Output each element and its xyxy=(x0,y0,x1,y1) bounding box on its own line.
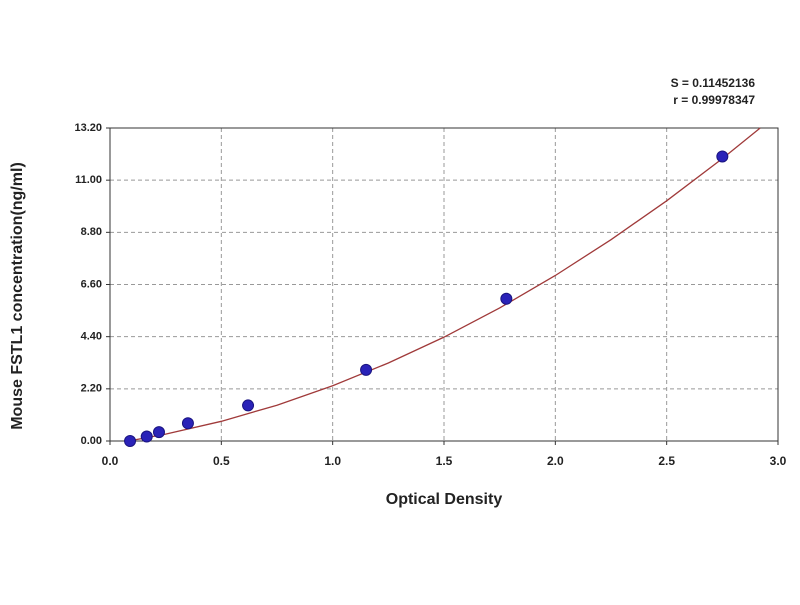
data-point xyxy=(242,399,255,412)
y-tick-label: 11.00 xyxy=(75,174,102,186)
data-point xyxy=(360,363,373,376)
x-axis-label: Optical Density xyxy=(386,491,503,508)
x-tick-label: 1.5 xyxy=(436,454,453,468)
x-tick-label: 2.5 xyxy=(658,454,675,468)
x-tick-label: 0.0 xyxy=(102,454,119,468)
y-axis-label: Mouse FSTL1 concentration(ng/ml) xyxy=(9,162,26,430)
y-tick-label: 13.20 xyxy=(74,122,102,134)
x-tick-label: 2.0 xyxy=(547,454,564,468)
x-tick-label: 3.0 xyxy=(770,454,787,468)
data-point xyxy=(140,430,153,443)
data-point xyxy=(716,150,729,163)
y-tick-label: 0.00 xyxy=(81,435,102,447)
x-tick-label: 1.0 xyxy=(324,454,341,468)
annotation: S = 0.11452136 xyxy=(671,76,756,90)
y-tick-label: 6.60 xyxy=(81,278,102,290)
data-point xyxy=(500,292,513,305)
x-tick-label: 0.5 xyxy=(213,454,230,468)
y-tick-label: 4.40 xyxy=(81,331,102,343)
annotation: r = 0.99978347 xyxy=(673,93,755,107)
fit-curve xyxy=(129,127,761,442)
y-tick-label: 8.80 xyxy=(81,226,102,238)
plot-frame xyxy=(109,127,779,442)
data-point xyxy=(124,435,137,447)
data-point xyxy=(152,426,165,439)
y-tick-label: 2.20 xyxy=(81,383,102,395)
data-point xyxy=(181,417,194,430)
